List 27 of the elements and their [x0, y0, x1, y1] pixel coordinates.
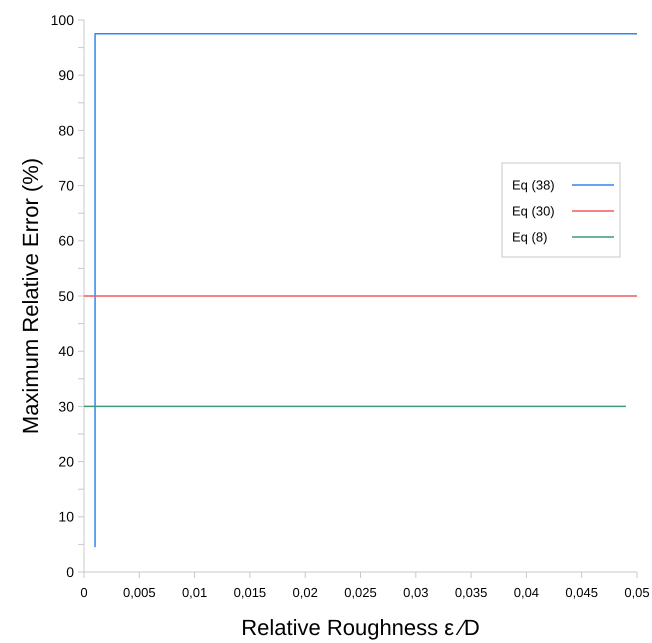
x-tick-label: 0,01	[182, 585, 208, 600]
y-tick-label: 80	[58, 122, 74, 138]
x-tick-label: 0,04	[514, 585, 540, 600]
y-tick-label: 30	[58, 398, 74, 414]
y-tick-label: 40	[58, 343, 74, 360]
x-tick-label: 0,035	[454, 585, 488, 600]
x-tick-label: 0,03	[403, 585, 428, 600]
y-tick-label: 10	[58, 508, 74, 525]
x-tick-label: 0	[80, 585, 88, 600]
x-tick-label: 0,015	[234, 585, 266, 600]
x-tick-label: 0,025	[344, 585, 377, 600]
x-tick-label: 0,005	[123, 585, 156, 600]
x-tick-label: 0,05	[624, 585, 650, 600]
y-tick-label: 20	[58, 454, 74, 470]
y-tick-label: 50	[58, 288, 74, 304]
x-tick-label: 0,02	[292, 585, 318, 600]
legend-label: Eq (38)	[512, 178, 555, 193]
y-tick-label: 70	[58, 178, 74, 194]
y-tick-label: 100	[50, 12, 74, 28]
y-tick-label: 60	[58, 232, 74, 249]
y-tick-label: 90	[58, 67, 74, 84]
y-axis-title: Maximum Relative Error (%)	[18, 158, 43, 434]
legend-label: Eq (30)	[512, 204, 555, 219]
x-axis-title: Relative Roughness ε ⁄D	[241, 615, 480, 640]
y-tick-label: 0	[66, 564, 74, 580]
legend-label: Eq (8)	[512, 230, 548, 245]
x-tick-label: 0,045	[565, 585, 598, 600]
